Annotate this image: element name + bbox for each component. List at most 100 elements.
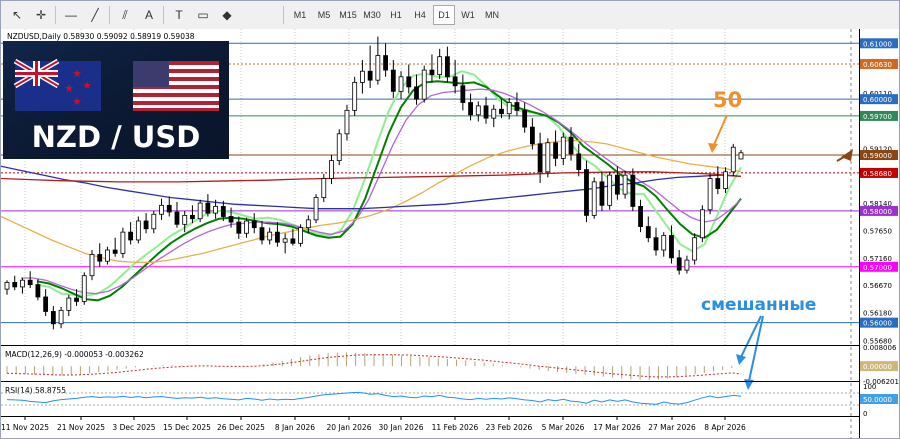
timeframe-h4-button[interactable]: H4	[414, 10, 426, 20]
candle	[197, 199, 203, 223]
candle	[97, 243, 103, 267]
candle-body	[676, 257, 682, 271]
candle-body	[367, 70, 373, 81]
candle-body	[630, 174, 636, 207]
toolbar-separator	[283, 6, 284, 24]
candle-body	[174, 211, 180, 225]
candle-body	[197, 202, 203, 220]
candle	[692, 233, 698, 265]
annotation-mixed-arrow-rsi	[748, 315, 764, 382]
timeframe-h1-button[interactable]: H1	[390, 10, 402, 20]
candle	[336, 129, 342, 166]
candle	[491, 104, 497, 128]
candle-body	[35, 284, 41, 298]
timeframe-m30-button[interactable]: M30	[363, 10, 381, 20]
candle	[4, 280, 10, 295]
candle-body	[43, 296, 49, 312]
candle-body	[692, 237, 698, 261]
candle-body	[653, 237, 659, 251]
trendline-icon[interactable]: ╱	[91, 8, 99, 22]
ma-orange-line	[1, 139, 742, 263]
candle	[653, 227, 659, 256]
candle-body	[375, 55, 381, 81]
candle	[715, 166, 721, 195]
candle	[190, 205, 195, 224]
candle	[537, 132, 543, 183]
label-icon[interactable]: T	[175, 8, 183, 22]
svg-text:★: ★	[72, 67, 82, 80]
candle-body	[275, 231, 280, 243]
candle-body	[58, 309, 64, 325]
candle-body	[135, 220, 141, 241]
candle-body	[321, 178, 327, 198]
macd-tick-label: 0.008006	[863, 344, 897, 352]
price-tick-label: 0.58000	[863, 208, 892, 216]
timeframe-w1-button[interactable]: W1	[461, 10, 475, 20]
candle	[313, 194, 319, 224]
text-icon[interactable]: A	[144, 8, 153, 22]
candle-body	[244, 220, 249, 234]
candle-body	[529, 126, 535, 145]
candle	[437, 48, 443, 80]
macd-signal-line	[6, 354, 742, 378]
candle	[228, 207, 234, 228]
candle-body	[545, 142, 551, 173]
price-level-tag	[860, 110, 898, 121]
candle	[414, 74, 419, 105]
candle	[35, 279, 41, 301]
candle	[166, 196, 172, 217]
candle-body	[599, 181, 605, 206]
candle	[421, 65, 427, 103]
timeframe-m1-button[interactable]: M1	[293, 10, 307, 20]
rect-icon[interactable]: ▭	[197, 8, 209, 22]
candle-body	[460, 85, 466, 103]
banner-title: NZD / USD	[32, 120, 201, 154]
shapes-icon[interactable]: ◆	[222, 8, 232, 22]
candle	[645, 216, 651, 243]
toolbar: ↖ ✛ — ╱ ⫽ A T ▭ ◆ M1 M5 M15 M30 H1 H4 D1 W1 MN	[1, 1, 899, 30]
candle-body	[414, 86, 419, 100]
candle-body	[522, 109, 528, 128]
timeframe-m15-button[interactable]: M15	[339, 10, 357, 20]
toolbar-separator	[163, 6, 164, 24]
candle	[676, 250, 682, 275]
time-tick-label: 3 Dec 2025	[112, 423, 155, 432]
candle-body	[475, 105, 481, 116]
candle	[568, 127, 574, 161]
toolbar-separator	[109, 6, 110, 24]
candle-body	[228, 216, 234, 223]
candle-body	[282, 238, 288, 243]
candle-body	[398, 76, 404, 92]
cursor-icon[interactable]: ↖	[11, 8, 23, 22]
candles	[4, 36, 744, 330]
candle-body	[560, 136, 566, 159]
candle	[182, 210, 188, 233]
chart-area[interactable]: ★ ★ ★ ★ NZD / USD 50 смешанные MACD(12,26…	[1, 29, 899, 438]
candle-body	[584, 169, 589, 216]
candle-body	[638, 206, 643, 227]
candle	[614, 166, 620, 200]
candle-body	[591, 181, 597, 216]
svg-text:★: ★	[72, 95, 82, 108]
candle	[529, 118, 535, 150]
hline-icon[interactable]: —	[65, 8, 77, 22]
timeframe-m5-button[interactable]: M5	[317, 10, 331, 20]
candle	[74, 289, 79, 306]
candle	[661, 232, 667, 257]
candle-body	[429, 69, 435, 75]
rsi-line	[6, 391, 742, 405]
candle-body	[514, 102, 520, 111]
channel-icon[interactable]: ⫽	[122, 7, 128, 22]
candle	[112, 237, 118, 257]
time-tick-label: 20 Jan 2026	[327, 423, 372, 432]
price-level-tag	[860, 38, 898, 49]
candle	[120, 227, 126, 258]
timeframe-d1-button[interactable]: D1	[433, 5, 455, 25]
crosshair-icon[interactable]: ✛	[35, 8, 47, 22]
timeframe-mn-button[interactable]: MN	[485, 10, 499, 20]
candle	[630, 168, 636, 211]
candle-body	[468, 102, 473, 116]
candle	[20, 277, 25, 294]
candle-body	[568, 136, 574, 155]
